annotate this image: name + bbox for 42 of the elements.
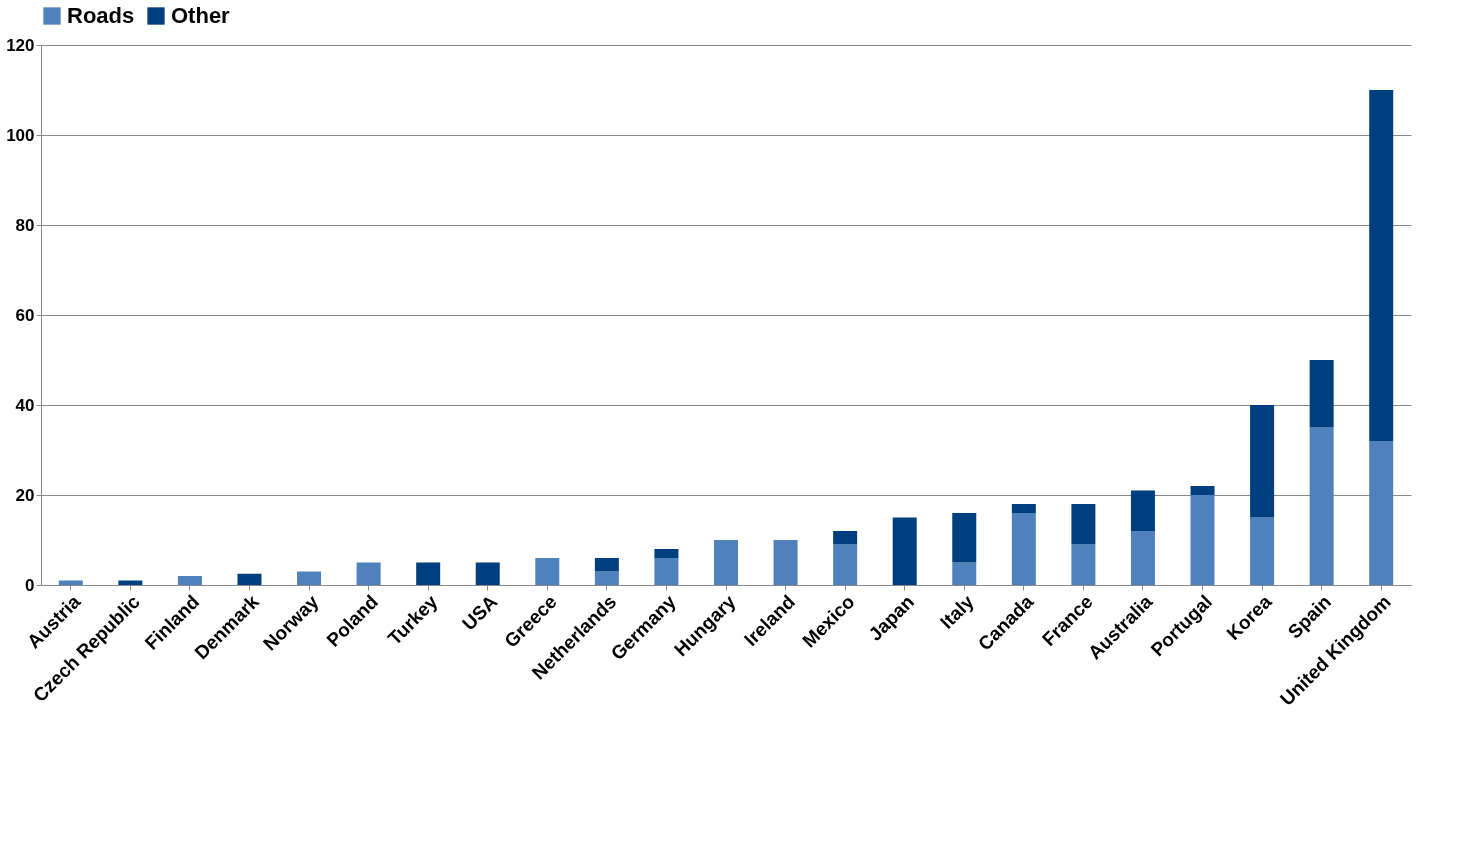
- bar: [416, 562, 441, 585]
- bar: [1071, 504, 1096, 545]
- bar: [177, 576, 202, 585]
- bar: [1011, 504, 1036, 513]
- y-tick-label: 120: [6, 35, 35, 55]
- y-tick-label: 40: [15, 395, 35, 415]
- y-tick-label: 100: [6, 125, 35, 145]
- bar: [1130, 490, 1155, 531]
- y-tick-label: 20: [15, 485, 35, 505]
- y-tick-label: 0: [25, 575, 35, 595]
- y-tick-label: 80: [15, 215, 35, 235]
- legend-label: Roads: [67, 3, 135, 28]
- bar: [952, 513, 977, 563]
- bar: [1369, 441, 1394, 585]
- legend-label: Other: [171, 3, 231, 28]
- bar: [594, 558, 619, 572]
- bar: [594, 571, 619, 585]
- y-tick-label: 60: [15, 305, 35, 325]
- bar: [297, 571, 322, 585]
- bar: [1011, 513, 1036, 585]
- bar: [237, 573, 262, 585]
- bar: [356, 562, 381, 585]
- bar: [1369, 90, 1394, 441]
- bar: [1309, 427, 1334, 585]
- bar: [714, 540, 738, 585]
- bar: [892, 517, 917, 585]
- bar: [833, 544, 858, 585]
- x-tick-label: USA: [457, 590, 502, 635]
- bar: [475, 562, 500, 585]
- bar: [1130, 531, 1155, 585]
- bar: [1250, 517, 1275, 585]
- bar: [535, 558, 560, 585]
- bar: [654, 549, 679, 558]
- bar: [833, 531, 858, 545]
- bar: [1190, 495, 1215, 585]
- bar: [654, 558, 679, 585]
- bar: [773, 540, 798, 585]
- bar: [1071, 544, 1096, 585]
- bar: [952, 562, 977, 585]
- bar: [1309, 360, 1334, 428]
- bar: [1250, 405, 1275, 518]
- bar: [1190, 486, 1215, 495]
